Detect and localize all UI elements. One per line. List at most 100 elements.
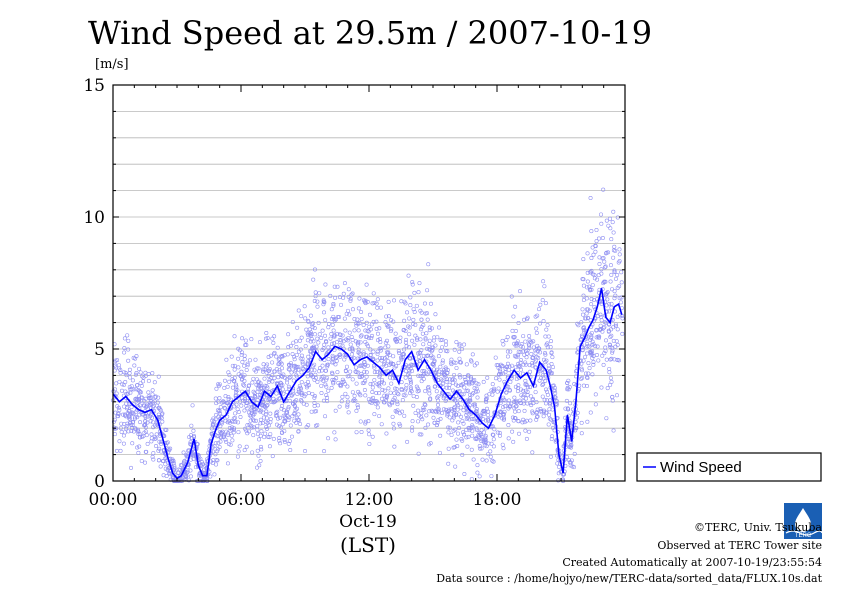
scatter-point <box>268 420 273 425</box>
scatter-point <box>454 393 459 398</box>
scatter-point <box>239 353 244 358</box>
scatter-point <box>255 423 260 428</box>
scatter-point <box>417 350 422 355</box>
scatter-point <box>242 363 247 368</box>
scatter-point <box>323 282 328 287</box>
scatter-point <box>453 360 458 365</box>
scatter-point <box>439 377 444 382</box>
scatter-point <box>242 379 247 384</box>
scatter-point <box>603 338 608 343</box>
scatter-point <box>392 298 397 303</box>
scatter-point <box>375 305 380 310</box>
scatter-point <box>346 294 351 299</box>
scatter-point <box>326 436 331 441</box>
scatter-point <box>225 420 230 425</box>
scatter-point <box>548 454 553 459</box>
scatter-point <box>614 339 619 344</box>
scatter-point <box>303 364 308 369</box>
scatter-point <box>468 392 473 397</box>
scatter-point <box>126 409 131 414</box>
scatter-point <box>356 405 361 410</box>
scatter-point <box>279 361 284 366</box>
scatter-point <box>470 433 475 438</box>
scatter-point <box>585 251 590 256</box>
scatter-point <box>474 407 479 412</box>
scatter-point <box>332 318 337 323</box>
scatter-point <box>607 322 612 327</box>
scatter-point <box>296 308 301 313</box>
scatter-point <box>565 381 570 386</box>
scatter-point <box>264 412 269 417</box>
scatter-point <box>464 380 469 385</box>
scatter-point <box>506 436 511 441</box>
scatter-point <box>356 306 361 311</box>
scatter-point <box>373 401 378 406</box>
scatter-point <box>493 376 498 381</box>
scatter-point <box>267 367 272 372</box>
scatter-point <box>312 332 317 337</box>
scatter-point <box>425 311 430 316</box>
scatter-point <box>243 338 248 343</box>
scatter-point <box>382 360 387 365</box>
scatter-point <box>228 442 233 447</box>
scatter-point <box>585 279 590 284</box>
scatter-point <box>512 335 517 340</box>
scatter-point <box>158 464 163 469</box>
scatter-point <box>391 362 396 367</box>
scatter-point <box>212 472 217 477</box>
scatter-point <box>264 331 269 336</box>
scatter-point <box>294 406 299 411</box>
scatter-point <box>189 423 194 428</box>
scatter-point <box>518 350 523 355</box>
scatter-point <box>408 295 413 300</box>
scatter-point <box>319 368 324 373</box>
scatter-point <box>249 425 254 430</box>
scatter-point <box>404 344 409 349</box>
scatter-point <box>333 408 338 413</box>
scatter-point <box>568 443 573 448</box>
scatter-point <box>127 414 132 419</box>
scatter-point <box>452 445 457 450</box>
scatter-point <box>419 317 424 322</box>
scatter-point <box>115 414 120 419</box>
scatter-point <box>122 336 127 341</box>
scatter-point <box>143 422 148 427</box>
scatter-point <box>615 273 620 278</box>
scatter-point <box>272 369 277 374</box>
scatter-point <box>333 362 338 367</box>
scatter-point <box>255 397 260 402</box>
scatter-point <box>442 373 447 378</box>
scatter-point <box>119 430 124 435</box>
scatter-point <box>608 382 613 387</box>
scatter-point <box>131 429 136 434</box>
scatter-point <box>530 363 535 368</box>
scatter-point <box>331 360 336 365</box>
scatter-point <box>299 390 304 395</box>
scatter-point <box>352 317 357 322</box>
scatter-point <box>277 436 282 441</box>
scatter-point <box>516 321 521 326</box>
scatter-point <box>345 399 350 404</box>
scatter-point <box>370 301 375 306</box>
scatter-point <box>277 415 282 420</box>
scatter-point <box>424 331 429 336</box>
scatter-point <box>216 382 221 387</box>
scatter-point <box>397 411 402 416</box>
scatter-point <box>579 431 584 436</box>
scatter-point <box>440 411 445 416</box>
scatter-point <box>338 352 343 357</box>
scatter-point <box>450 380 455 385</box>
scatter-point <box>410 280 415 285</box>
scatter-point <box>401 393 406 398</box>
scatter-point <box>451 397 456 402</box>
scatter-point <box>542 284 547 289</box>
scatter-point <box>324 384 329 389</box>
scatter-point <box>359 430 364 435</box>
scatter-point <box>191 433 196 438</box>
scatter-point <box>585 376 590 381</box>
scatter-point <box>376 391 381 396</box>
scatter-point <box>599 314 604 319</box>
scatter-point <box>385 369 390 374</box>
scatter-point <box>365 363 370 368</box>
scatter-point <box>362 364 367 369</box>
